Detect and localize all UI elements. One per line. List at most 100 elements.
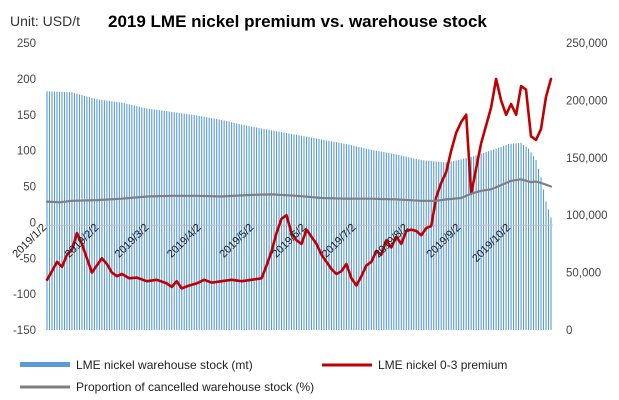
stock-bar bbox=[465, 158, 467, 330]
stock-bar bbox=[503, 145, 505, 330]
stock-bar bbox=[191, 114, 193, 330]
stock-bar bbox=[243, 125, 245, 330]
stock-bar bbox=[48, 91, 51, 330]
stock-bar bbox=[93, 98, 95, 330]
stock-bar bbox=[173, 112, 175, 330]
stock-bar bbox=[388, 152, 390, 330]
stock-bar bbox=[532, 156, 535, 330]
right-tick-label: 250,000 bbox=[566, 38, 608, 50]
stock-bar bbox=[106, 100, 108, 330]
stock-bar bbox=[148, 108, 150, 330]
stock-bar bbox=[537, 168, 540, 330]
stock-bar bbox=[73, 93, 75, 330]
right-tick-label: 200,000 bbox=[566, 95, 608, 107]
stock-bar bbox=[345, 144, 347, 330]
stock-bar bbox=[515, 143, 517, 330]
stock-bar bbox=[358, 146, 360, 330]
stock-bar bbox=[320, 139, 323, 330]
stock-bar bbox=[236, 123, 238, 330]
stock-bar bbox=[333, 141, 335, 330]
stock-bar bbox=[408, 157, 410, 330]
stock-bar bbox=[171, 111, 173, 330]
chart-title: 2019 LME nickel premium vs. warehouse st… bbox=[108, 12, 487, 31]
stock-bar bbox=[420, 160, 422, 330]
stock-bar bbox=[485, 152, 487, 330]
stock-bar bbox=[493, 149, 495, 330]
stock-bar bbox=[246, 125, 248, 330]
stock-bar bbox=[161, 110, 163, 330]
stock-bar bbox=[168, 111, 170, 330]
stock-bar bbox=[273, 130, 275, 330]
stock-bar bbox=[443, 162, 445, 330]
stock-bar bbox=[203, 116, 205, 330]
stock-bar bbox=[51, 91, 53, 330]
stock-bar bbox=[228, 121, 230, 330]
stock-bar bbox=[340, 143, 342, 330]
stock-bar bbox=[66, 92, 68, 330]
left-tick-label: 250 bbox=[17, 38, 36, 50]
stock-bar bbox=[403, 156, 405, 330]
stock-bar bbox=[535, 160, 537, 330]
left-tick-label: 100 bbox=[17, 146, 36, 158]
stock-bar bbox=[293, 134, 295, 330]
stock-bar bbox=[96, 99, 98, 330]
stock-bar bbox=[463, 158, 465, 330]
stock-bar bbox=[266, 129, 268, 330]
stock-bar bbox=[488, 151, 490, 330]
stock-bar bbox=[455, 160, 457, 330]
stock-bar bbox=[395, 154, 397, 330]
legend-swatch bbox=[20, 362, 70, 367]
stock-bar bbox=[101, 99, 103, 330]
stock-bar bbox=[368, 149, 370, 330]
stock-bar bbox=[495, 148, 497, 330]
stock-bar bbox=[103, 100, 105, 330]
stock-bar bbox=[348, 144, 350, 330]
stock-bar bbox=[256, 127, 258, 331]
stock-bar bbox=[415, 158, 417, 330]
right-tick-label: 0 bbox=[566, 325, 572, 337]
legend-label: LME nickel warehouse stock (mt) bbox=[76, 358, 253, 372]
stock-bar bbox=[530, 152, 532, 330]
stock-bar bbox=[343, 143, 345, 330]
stock-bar bbox=[261, 128, 263, 330]
stock-bar bbox=[118, 102, 120, 330]
stock-bar bbox=[166, 111, 168, 330]
stock-bar bbox=[271, 130, 273, 330]
stock-bar bbox=[268, 129, 270, 330]
stock-bar bbox=[438, 161, 440, 330]
stock-bar bbox=[153, 109, 155, 330]
stock-bar bbox=[313, 138, 315, 330]
stock-bar bbox=[128, 104, 130, 330]
stock-bar bbox=[88, 97, 90, 330]
left-tick-label: -100 bbox=[13, 289, 36, 301]
stock-bar bbox=[380, 151, 382, 330]
left-axis-ticks: -150 -100 -50 0 50 100 150 200 250 bbox=[13, 38, 36, 337]
stock-bar bbox=[138, 106, 140, 331]
stock-bar bbox=[475, 155, 477, 330]
stock-bar bbox=[418, 159, 420, 330]
stock-bar bbox=[213, 118, 215, 330]
stock-bar bbox=[295, 134, 298, 330]
left-tick-label: 200 bbox=[17, 74, 36, 86]
stock-bar bbox=[123, 103, 125, 331]
stock-bar bbox=[216, 119, 218, 330]
stock-bar bbox=[63, 92, 66, 331]
stock-bar bbox=[158, 110, 160, 330]
stock-bar bbox=[263, 128, 265, 330]
stock-bar bbox=[61, 91, 63, 331]
stock-bar bbox=[218, 119, 220, 331]
stock-bar bbox=[440, 161, 442, 330]
stock-bar bbox=[353, 145, 355, 330]
stock-bar bbox=[498, 147, 500, 330]
stock-bar bbox=[251, 126, 253, 330]
stock-bar bbox=[108, 100, 110, 330]
stock-bar bbox=[188, 114, 190, 330]
stock-bar bbox=[183, 113, 185, 330]
stock-bar bbox=[510, 143, 512, 330]
stock-bar bbox=[365, 148, 367, 330]
stock-bar bbox=[133, 105, 135, 330]
stock-bar bbox=[241, 124, 243, 330]
stock-bar bbox=[423, 160, 425, 330]
stock-bar bbox=[58, 91, 61, 330]
stock-bar bbox=[86, 96, 88, 330]
